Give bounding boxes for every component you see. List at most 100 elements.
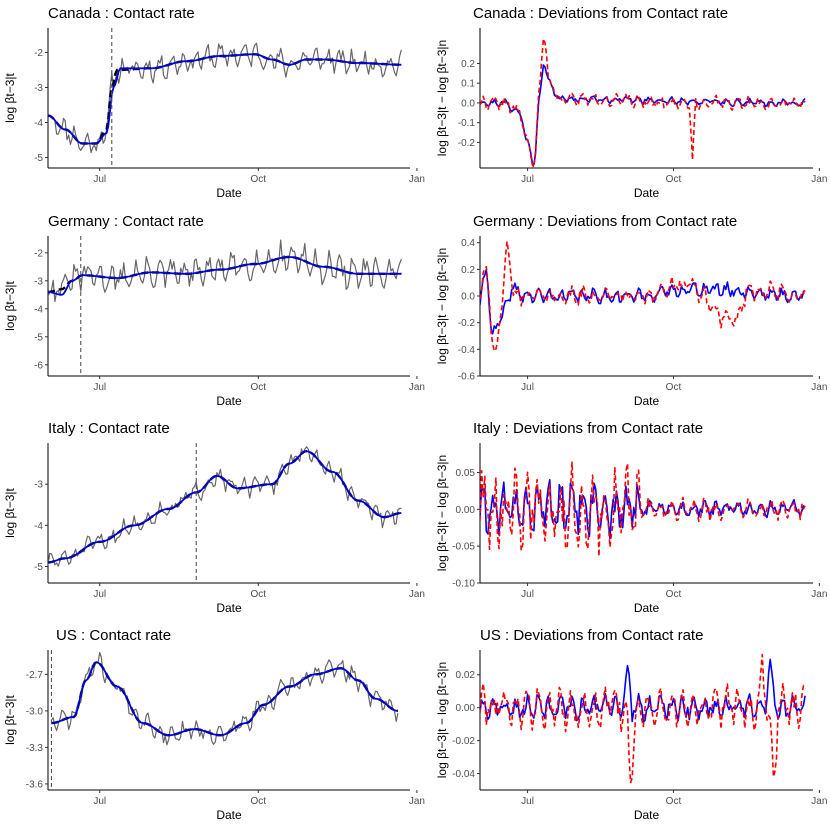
panel-title: Italy : Deviations from Contact rate bbox=[473, 420, 703, 437]
series-deviation bbox=[480, 268, 806, 335]
y-axis-title: log βt−3|t − log βt−3|n bbox=[435, 40, 449, 156]
y-tick-label: 0.2 bbox=[461, 59, 475, 70]
x-axis-title: Date bbox=[634, 186, 660, 200]
y-tick-label: 0.00 bbox=[456, 505, 476, 516]
x-tick-label: Oct bbox=[666, 174, 682, 185]
x-axis-title: Date bbox=[634, 808, 660, 822]
series-observed bbox=[48, 239, 402, 303]
y-tick-label: -6 bbox=[34, 360, 43, 371]
x-tick-label: Jan bbox=[409, 796, 425, 807]
y-tick-label: -0.04 bbox=[452, 769, 475, 780]
x-tick-label: Jan bbox=[409, 174, 425, 185]
y-tick-label: -0.10 bbox=[452, 579, 475, 590]
plot-area bbox=[48, 42, 402, 154]
y-tick-label: -5 bbox=[34, 562, 43, 573]
panel-germany-dev: Germany : Deviations from Contact rate -0… bbox=[435, 213, 827, 408]
y-tick-label: -4 bbox=[34, 118, 43, 129]
panel-us-level: US : Contact rate -3.6 -3.3 -3.0 -2.7 Jul Oct J… bbox=[3, 627, 425, 822]
y-tick-label: -3 bbox=[34, 276, 43, 287]
panel-canada-level: Canada : Contact rate -5 -4 -3 -2 Jul Oct Jan Da… bbox=[3, 5, 425, 200]
x-tick-label: Jan bbox=[409, 589, 425, 600]
x-tick-label: Oct bbox=[251, 174, 267, 185]
y-tick-label: 0.0 bbox=[461, 98, 475, 109]
series-smoothed bbox=[48, 450, 402, 564]
y-tick-label: -0.2 bbox=[458, 318, 476, 329]
series-filtered bbox=[51, 661, 399, 737]
plot-area bbox=[480, 461, 806, 558]
y-axis-title: log βt−3|t bbox=[3, 72, 17, 122]
x-tick-label: Oct bbox=[666, 589, 682, 600]
y-axis-title: log βt−3|t bbox=[3, 694, 17, 744]
x-tick-label: Jan bbox=[811, 589, 827, 600]
x-tick-label: Oct bbox=[251, 589, 267, 600]
x-tick-label: Jul bbox=[93, 174, 106, 185]
panel-title: Canada : Deviations from Contact rate bbox=[473, 5, 728, 22]
plot-area bbox=[50, 651, 399, 746]
x-tick-label: Oct bbox=[251, 796, 267, 807]
series-filtered bbox=[48, 450, 402, 564]
y-tick-label: 0.00 bbox=[456, 703, 476, 714]
y-tick-label: -0.02 bbox=[452, 736, 475, 747]
x-tick-label: Jul bbox=[93, 796, 106, 807]
y-tick-label: -5 bbox=[34, 332, 43, 343]
y-axis-title: log βt−3|t bbox=[3, 280, 17, 330]
y-tick-label: -0.05 bbox=[452, 542, 475, 553]
series-deviation_alt bbox=[480, 653, 806, 784]
x-tick-label: Jul bbox=[521, 796, 534, 807]
x-axis-title: Date bbox=[634, 394, 660, 408]
y-tick-label: -3.6 bbox=[26, 779, 44, 790]
y-tick-label: -0.1 bbox=[458, 118, 476, 129]
series-filtered bbox=[48, 256, 402, 296]
x-tick-label: Jan bbox=[409, 382, 425, 393]
panel-title: US : Deviations from Contact rate bbox=[480, 627, 703, 644]
series-observed bbox=[48, 446, 402, 567]
x-tick-label: Jul bbox=[521, 589, 534, 600]
y-tick-label: -4 bbox=[34, 304, 43, 315]
series-deviation_alt bbox=[480, 38, 806, 168]
panel-title: Canada : Contact rate bbox=[48, 5, 195, 22]
y-tick-label: -2.7 bbox=[26, 670, 44, 681]
y-tick-label: -3.0 bbox=[26, 706, 44, 717]
panel-us-dev: US : Deviations from Contact rate -0.04 -0… bbox=[435, 627, 827, 822]
panel-italy-dev: Italy : Deviations from Contact rate -0.1… bbox=[435, 420, 827, 615]
panel-title: Germany : Deviations from Contact rate bbox=[473, 213, 737, 230]
panel-title: US : Contact rate bbox=[56, 627, 171, 644]
plot-area bbox=[480, 240, 806, 352]
y-tick-label: -5 bbox=[34, 153, 43, 164]
y-tick-label: -2 bbox=[34, 248, 43, 259]
x-tick-label: Jul bbox=[521, 174, 534, 185]
plot-area bbox=[480, 653, 806, 784]
x-tick-label: Jul bbox=[93, 382, 106, 393]
x-axis-title: Date bbox=[216, 808, 242, 822]
panel-germany-level: Germany : Contact rate -6 -5 -4 -3 -2 Jul Oct Ja… bbox=[3, 213, 425, 408]
x-tick-label: Jul bbox=[93, 589, 106, 600]
x-tick-label: Oct bbox=[666, 382, 682, 393]
panel-canada-dev: Canada : Deviations from Contact rate -0.… bbox=[435, 5, 827, 200]
x-tick-label: Oct bbox=[666, 796, 682, 807]
x-axis-title: Date bbox=[216, 601, 242, 615]
series-deviation bbox=[480, 658, 806, 723]
y-tick-label: -3 bbox=[34, 83, 43, 94]
y-tick-label: -0.6 bbox=[458, 372, 476, 383]
series-filtered bbox=[48, 53, 402, 145]
x-axis-title: Date bbox=[216, 186, 242, 200]
panel-title: Germany : Contact rate bbox=[48, 213, 204, 230]
y-tick-label: -3.3 bbox=[26, 743, 44, 754]
y-tick-label: -0.2 bbox=[458, 138, 476, 149]
y-axis-title: log βt−3|t − log βt−3|n bbox=[435, 455, 449, 571]
series-deviation bbox=[480, 64, 806, 166]
x-tick-label: Jan bbox=[811, 382, 827, 393]
series-observed bbox=[50, 651, 399, 746]
y-tick-label: -4 bbox=[34, 521, 43, 532]
y-tick-label: -3 bbox=[34, 480, 43, 491]
x-tick-label: Jan bbox=[811, 174, 827, 185]
panel-italy-level: Italy : Contact rate -5 -4 -3 Jul Oct Jan Date l… bbox=[3, 420, 425, 615]
y-tick-label: 0.4 bbox=[461, 238, 475, 249]
y-axis-title: log βt−3|t − log βt−3|n bbox=[435, 662, 449, 778]
y-axis-title: log βt−3|t bbox=[3, 487, 17, 537]
x-axis-title: Date bbox=[634, 601, 660, 615]
y-tick-label: -0.4 bbox=[458, 345, 476, 356]
x-tick-label: Oct bbox=[251, 382, 267, 393]
panel-title: Italy : Contact rate bbox=[48, 420, 170, 437]
series-deviation_alt bbox=[480, 461, 806, 558]
